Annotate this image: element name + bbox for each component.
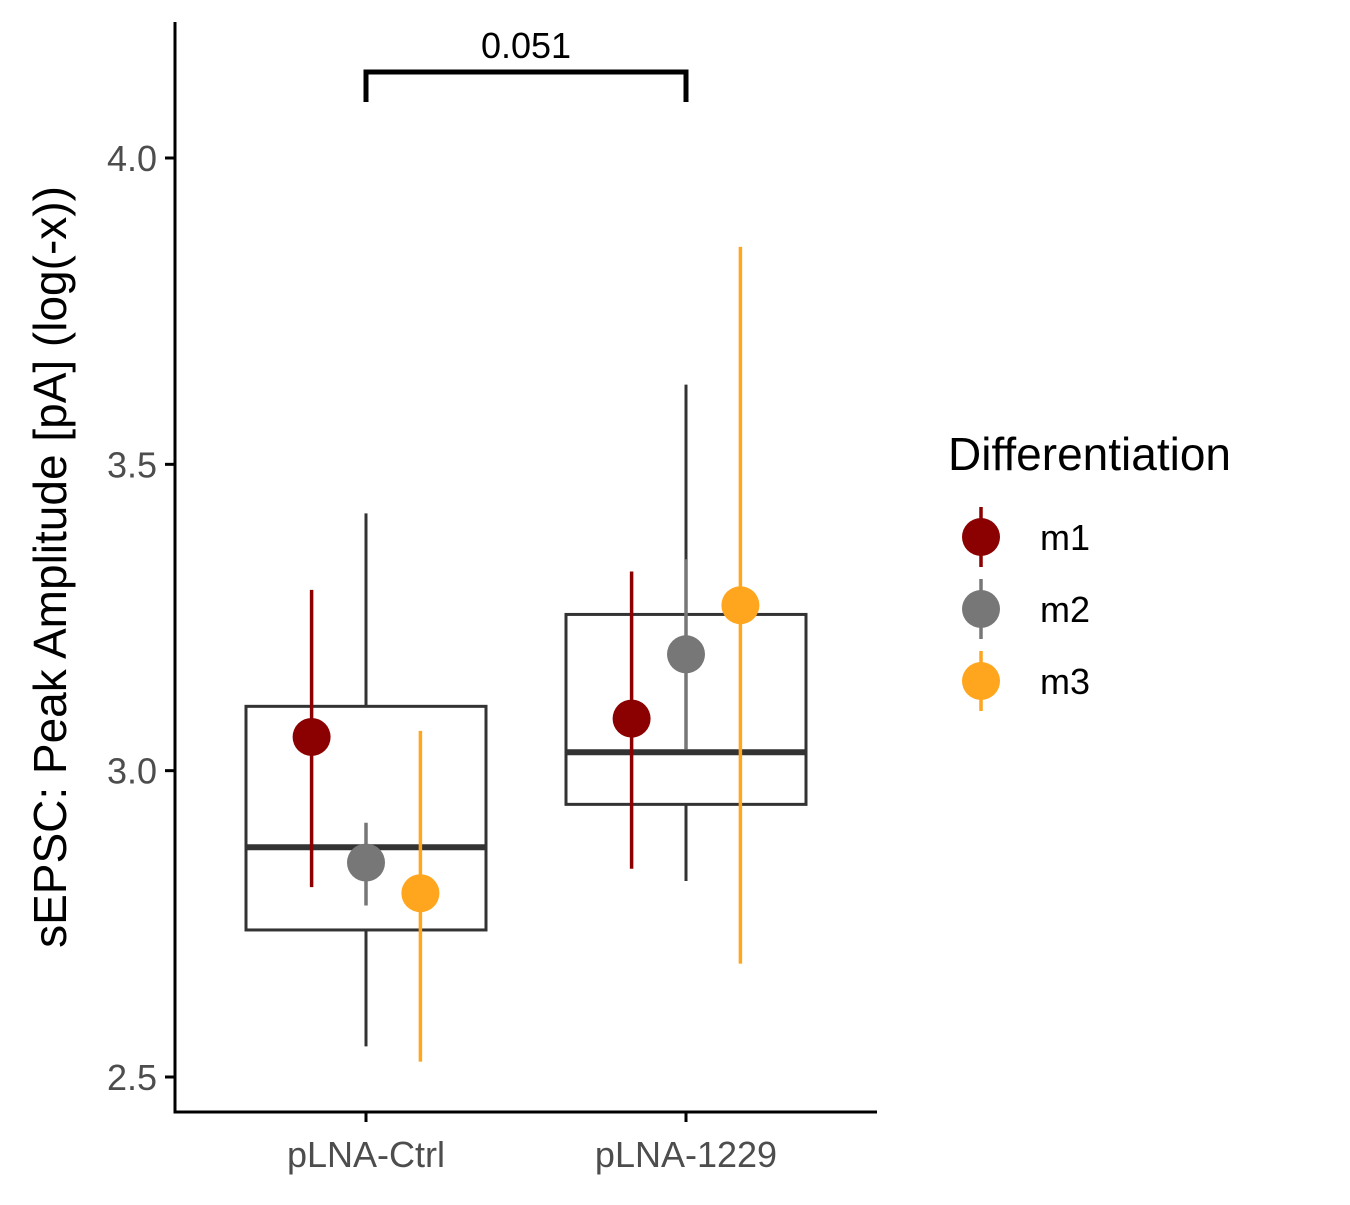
p-value-label: 0.051	[481, 25, 571, 66]
series-m1	[292, 571, 651, 888]
significance-bracket: 0.051	[363, 25, 689, 102]
legend-label: m1	[1040, 517, 1090, 558]
legend-key-point	[962, 662, 1000, 700]
legend-item-m3: m3	[962, 651, 1090, 711]
data-point	[401, 874, 440, 913]
x-tick-label: pLNA-1229	[595, 1134, 777, 1175]
y-tick-label: 2.5	[107, 1057, 157, 1098]
data-point	[612, 699, 651, 738]
box-pLNA-1229	[564, 384, 808, 881]
series-m2	[347, 559, 705, 906]
data-point	[347, 843, 385, 882]
y-axis-title: sEPSC: Peak Amplitude [pA] (log(-x))	[24, 186, 76, 948]
y-tick-label: 3.5	[107, 444, 157, 485]
data-point	[292, 717, 331, 756]
series-m3	[401, 246, 760, 1062]
box-pLNA-Ctrl	[244, 513, 488, 1047]
legend-item-m1: m1	[962, 507, 1090, 567]
y-tick-label: 3.0	[107, 751, 157, 792]
legend-label: m2	[1040, 589, 1090, 630]
x-tick-label: pLNA-Ctrl	[287, 1134, 445, 1175]
data-point	[721, 586, 760, 625]
data-point	[667, 635, 705, 674]
axes-layer: 2.5 3.0 3.5 4.0 pLNA-Ctrl pLNA-1229	[107, 22, 877, 1175]
legend: Differentiation m1 m2 m3	[948, 428, 1231, 711]
legend-title: Differentiation	[948, 428, 1231, 480]
legend-key-point	[962, 590, 1000, 628]
y-tick-label: 4.0	[107, 138, 157, 179]
series-layer	[292, 246, 760, 1062]
legend-item-m2: m2	[962, 579, 1090, 639]
boxplot-layer	[244, 384, 808, 1047]
legend-key-point	[962, 518, 1000, 556]
legend-label: m3	[1040, 661, 1090, 702]
bracket-line	[363, 69, 689, 102]
